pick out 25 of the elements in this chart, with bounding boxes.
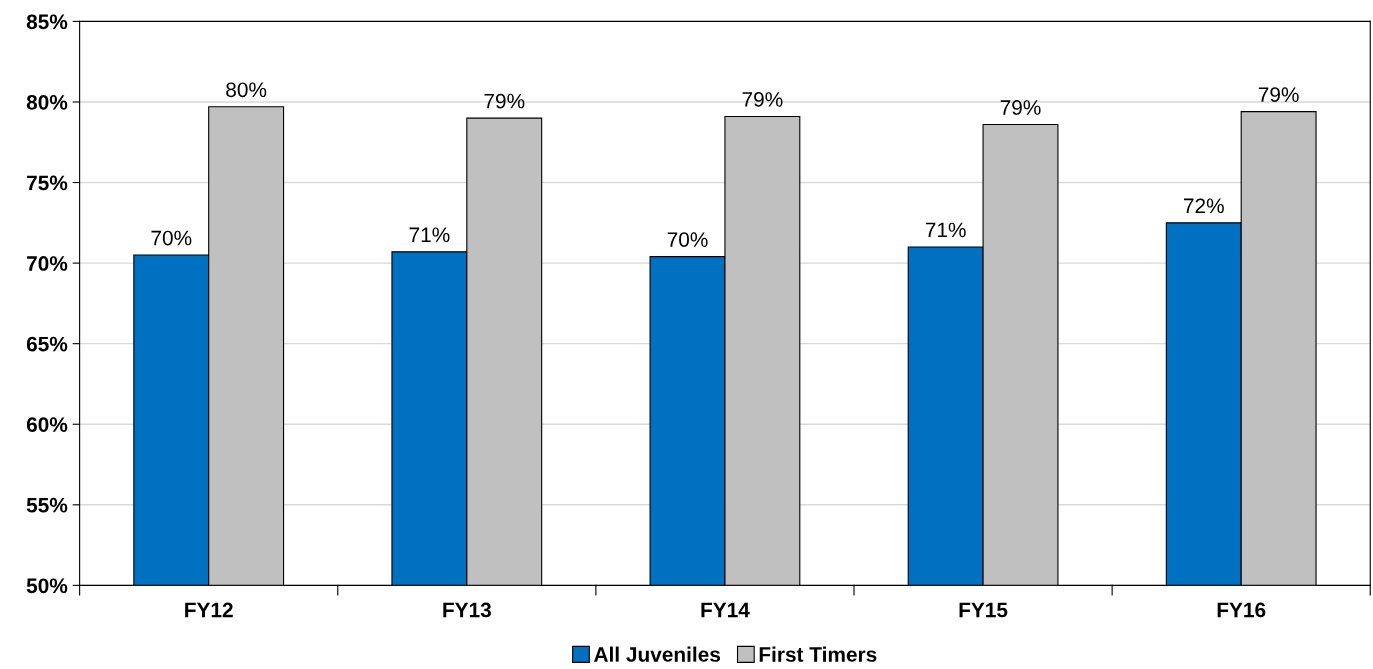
data-label: 70% bbox=[151, 230, 192, 246]
data-label: 79% bbox=[742, 92, 783, 107]
y-tick-label: 60% bbox=[26, 417, 68, 432]
data-label: 79% bbox=[1000, 100, 1041, 115]
data-label: 71% bbox=[925, 222, 966, 238]
data-label: 71% bbox=[409, 227, 450, 243]
x-tick-label: FY14 bbox=[701, 602, 750, 618]
data-label: 72% bbox=[1183, 198, 1224, 214]
x-tick-label: FY16 bbox=[1217, 602, 1266, 618]
x-tick-label: FY15 bbox=[959, 602, 1008, 618]
y-tick-label: 65% bbox=[26, 336, 68, 352]
data-label: 80% bbox=[226, 82, 267, 98]
y-tick-label: 75% bbox=[27, 175, 68, 191]
data-label: 79% bbox=[484, 93, 525, 109]
y-tick-label: 50% bbox=[26, 578, 68, 594]
y-tick-label: 70% bbox=[27, 256, 68, 271]
data-label: 79% bbox=[1258, 87, 1299, 102]
y-tick-label: 85% bbox=[26, 14, 68, 30]
data-label: 70% bbox=[667, 232, 708, 247]
legend-label: All Juveniles bbox=[594, 646, 721, 662]
y-tick-label: 80% bbox=[26, 94, 68, 110]
x-tick-label: FY13 bbox=[443, 602, 491, 618]
legend-label: First Timers bbox=[759, 646, 877, 662]
y-tick-label: 55% bbox=[26, 497, 68, 513]
x-tick-label: FY12 bbox=[185, 602, 233, 618]
